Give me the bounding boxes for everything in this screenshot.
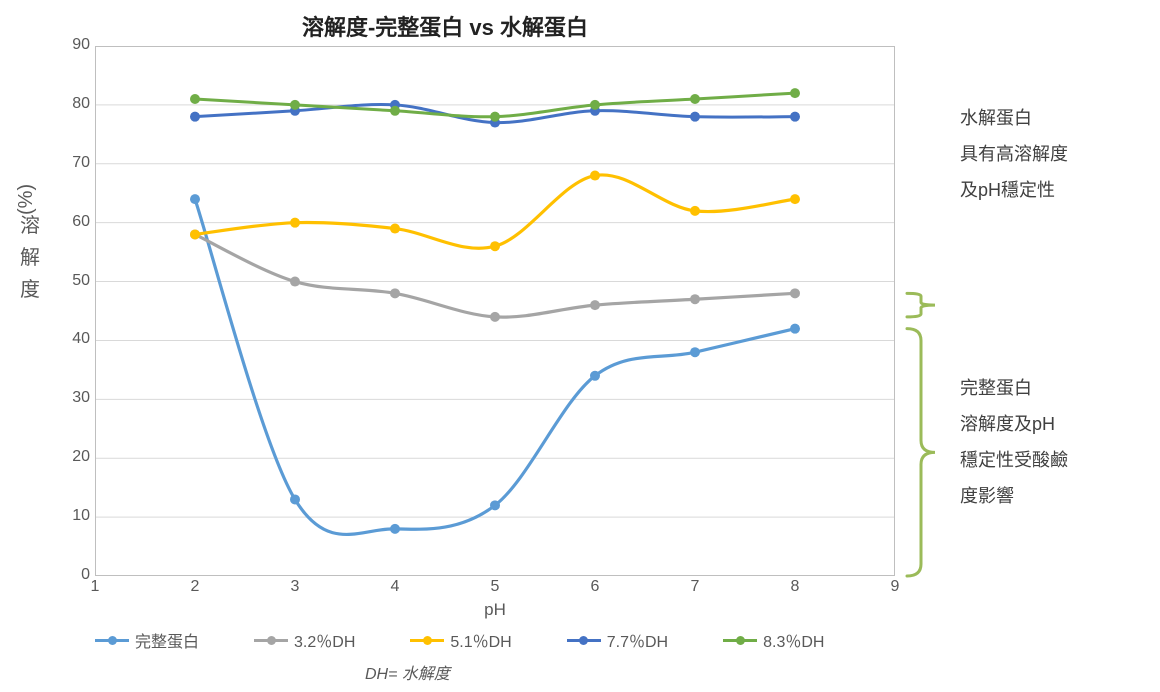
- x-tick-5: 5: [485, 578, 505, 596]
- annotation-top-line-1: 水解蛋白: [960, 100, 1068, 136]
- series-marker-dh51: [690, 206, 700, 216]
- legend-item-dh32: 3.2％DH: [254, 628, 355, 652]
- legend-item-dh83: 8.3％DH: [723, 628, 824, 652]
- series-marker-dh32: [290, 277, 300, 287]
- legend-dot-dh83: [736, 636, 745, 645]
- legend-swatch-dh83: [723, 634, 757, 646]
- x-axis-label: pH: [95, 600, 895, 620]
- series-marker-intact: [590, 371, 600, 381]
- annotation-top-line-2: 具有高溶解度: [960, 136, 1068, 172]
- series-marker-intact: [790, 324, 800, 334]
- series-marker-intact: [390, 524, 400, 534]
- legend-label-dh77: 7.7％DH: [607, 628, 668, 652]
- bracket: [907, 293, 935, 317]
- series-marker-dh83: [190, 94, 200, 104]
- legend-item-dh51: 5.1％DH: [410, 628, 511, 652]
- legend-dot-dh32: [267, 636, 276, 645]
- x-tick-6: 6: [585, 578, 605, 596]
- y-tick-10: 10: [62, 507, 90, 525]
- y-tick-30: 30: [62, 389, 90, 407]
- series-marker-dh77: [190, 112, 200, 122]
- chart-container: { "chart": { "type": "line", "title": "溶…: [0, 0, 1160, 692]
- series-marker-intact: [290, 494, 300, 504]
- x-tick-8: 8: [785, 578, 805, 596]
- y-tick-20: 20: [62, 448, 90, 466]
- series-marker-dh51: [390, 224, 400, 234]
- y-tick-50: 50: [62, 272, 90, 290]
- series-line-dh51: [195, 175, 795, 248]
- series-marker-intact: [490, 500, 500, 510]
- series-marker-dh83: [390, 106, 400, 116]
- y-axis-label-char-1: 溶: [20, 215, 40, 237]
- series-marker-dh32: [490, 312, 500, 322]
- annotation-top-line-3: 及pH穩定性: [960, 172, 1068, 208]
- series-marker-dh51: [790, 194, 800, 204]
- legend-swatch-dh32: [254, 634, 288, 646]
- annotation-bottom-line-1: 完整蛋白: [960, 370, 1068, 406]
- annotation-bottom: 完整蛋白 溶解度及pH 穩定性受酸鹼 度影響: [960, 370, 1068, 514]
- legend-label-dh32: 3.2％DH: [294, 628, 355, 652]
- annotation-bottom-line-2: 溶解度及pH: [960, 406, 1068, 442]
- x-tick-4: 4: [385, 578, 405, 596]
- y-tick-40: 40: [62, 330, 90, 348]
- legend-dot-dh77: [579, 636, 588, 645]
- series-marker-dh83: [490, 112, 500, 122]
- series-marker-dh32: [390, 288, 400, 298]
- series-marker-dh83: [790, 88, 800, 98]
- chart-title: 溶解度-完整蛋白 vs 水解蛋白: [0, 10, 890, 42]
- legend-dot-intact: [108, 636, 117, 645]
- x-tick-1: 1: [85, 578, 105, 596]
- series-marker-dh51: [490, 241, 500, 251]
- series-marker-dh51: [190, 229, 200, 239]
- legend-label-dh51: 5.1％DH: [450, 628, 511, 652]
- series-marker-dh83: [590, 100, 600, 110]
- series-marker-dh83: [690, 94, 700, 104]
- plot-area: [95, 46, 895, 576]
- legend-item-intact: 完整蛋白: [95, 628, 199, 652]
- y-tick-70: 70: [62, 154, 90, 172]
- series-marker-dh83: [290, 100, 300, 110]
- y-tick-90: 90: [62, 36, 90, 54]
- x-tick-7: 7: [685, 578, 705, 596]
- brackets-svg: [901, 36, 951, 586]
- series-marker-dh32: [790, 288, 800, 298]
- series-marker-dh77: [790, 112, 800, 122]
- y-tick-60: 60: [62, 213, 90, 231]
- series-marker-dh51: [590, 171, 600, 181]
- series-marker-dh32: [690, 294, 700, 304]
- series-marker-dh51: [290, 218, 300, 228]
- legend-swatch-dh77: [567, 634, 601, 646]
- bracket: [907, 329, 935, 576]
- annotation-top: 水解蛋白 具有高溶解度 及pH穩定性: [960, 100, 1068, 208]
- legend-label-intact: 完整蛋白: [135, 628, 199, 652]
- footnote: DH= 水解度: [365, 660, 450, 684]
- legend: 完整蛋白 3.2％DH 5.1％DH 7.7％DH 8.3％DH: [95, 628, 895, 652]
- x-tick-3: 3: [285, 578, 305, 596]
- series-marker-intact: [190, 194, 200, 204]
- series-marker-dh32: [590, 300, 600, 310]
- y-axis-label: 溶 解 度: [15, 210, 45, 306]
- legend-swatch-dh51: [410, 634, 444, 646]
- annotation-bottom-line-3: 穩定性受酸鹼: [960, 442, 1068, 478]
- legend-item-dh77: 7.7％DH: [567, 628, 668, 652]
- y-axis-label-char-2: 解: [20, 247, 40, 269]
- series-marker-intact: [690, 347, 700, 357]
- legend-swatch-intact: [95, 634, 129, 646]
- legend-dot-dh51: [423, 636, 432, 645]
- annotation-bottom-line-4: 度影響: [960, 478, 1068, 514]
- y-tick-80: 80: [62, 95, 90, 113]
- legend-label-dh83: 8.3％DH: [763, 628, 824, 652]
- y-axis-label-char-3: 度: [20, 279, 40, 301]
- series-marker-dh77: [690, 112, 700, 122]
- x-tick-2: 2: [185, 578, 205, 596]
